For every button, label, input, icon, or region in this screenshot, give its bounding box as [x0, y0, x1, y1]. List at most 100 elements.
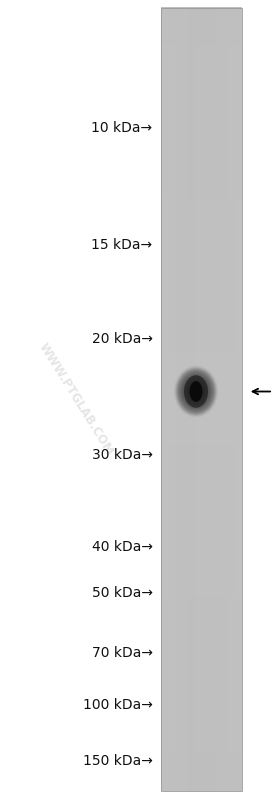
Bar — [161, 388, 242, 392]
Bar — [161, 38, 242, 42]
Ellipse shape — [193, 388, 199, 395]
Bar — [161, 357, 242, 360]
Bar — [161, 67, 242, 70]
Bar — [161, 244, 242, 248]
Bar — [161, 174, 242, 177]
Bar — [161, 193, 242, 196]
Bar — [161, 456, 242, 459]
Bar — [161, 691, 242, 694]
Bar — [161, 34, 242, 37]
Ellipse shape — [193, 388, 199, 396]
Bar — [195, 8, 196, 791]
Bar — [161, 145, 242, 149]
Bar — [161, 613, 242, 616]
Bar — [161, 498, 242, 501]
Ellipse shape — [189, 384, 203, 400]
Ellipse shape — [194, 389, 198, 394]
Bar — [235, 8, 236, 791]
Bar — [161, 532, 242, 535]
Bar — [161, 500, 242, 504]
Bar — [161, 229, 242, 233]
Bar — [161, 409, 242, 412]
Bar — [161, 70, 242, 74]
Bar — [161, 122, 242, 125]
Bar — [161, 234, 242, 237]
Bar — [161, 276, 242, 280]
Ellipse shape — [175, 366, 217, 417]
Bar — [161, 454, 242, 457]
Bar — [161, 30, 242, 34]
Bar — [161, 73, 242, 76]
Ellipse shape — [182, 375, 210, 408]
Bar — [161, 631, 242, 634]
Bar — [180, 8, 181, 791]
Bar — [177, 8, 179, 791]
Bar — [161, 667, 242, 671]
Bar — [161, 15, 242, 18]
Bar — [161, 378, 242, 381]
Bar — [161, 728, 242, 731]
Bar — [161, 730, 242, 733]
Bar — [161, 148, 242, 152]
Bar — [161, 219, 242, 222]
Bar — [161, 308, 242, 311]
Bar — [161, 628, 242, 632]
Bar — [161, 757, 242, 760]
Bar — [186, 8, 188, 791]
Ellipse shape — [185, 378, 207, 405]
Bar — [161, 566, 242, 569]
Bar — [161, 205, 242, 209]
Bar — [161, 59, 242, 63]
Ellipse shape — [187, 381, 205, 402]
Bar — [161, 610, 242, 614]
Bar — [161, 341, 242, 344]
Bar — [161, 91, 242, 94]
Bar — [161, 221, 242, 225]
Text: 15 kDa→: 15 kDa→ — [92, 238, 153, 252]
Text: WWW.PTGLAB.COM: WWW.PTGLAB.COM — [36, 341, 116, 458]
Bar — [161, 675, 242, 679]
Bar — [161, 294, 242, 298]
Bar — [161, 201, 242, 204]
Bar — [161, 365, 242, 368]
Bar — [161, 777, 242, 781]
Bar — [161, 623, 242, 626]
Bar — [161, 751, 242, 754]
Bar — [161, 516, 242, 519]
Bar — [161, 54, 242, 58]
Bar — [221, 8, 222, 791]
Bar — [161, 182, 242, 185]
Bar — [161, 621, 242, 624]
Bar — [161, 153, 242, 157]
Bar — [161, 561, 242, 564]
Bar — [225, 8, 226, 791]
Bar — [161, 49, 242, 53]
Bar — [161, 725, 242, 729]
Bar — [161, 98, 242, 102]
Bar — [161, 151, 242, 154]
Bar — [161, 508, 242, 511]
Bar — [161, 636, 242, 640]
Bar — [161, 537, 242, 540]
Bar — [178, 8, 179, 791]
Bar — [161, 26, 242, 29]
Text: 70 kDa→: 70 kDa→ — [92, 646, 153, 660]
Bar — [161, 785, 242, 789]
Bar — [161, 427, 242, 431]
Bar — [161, 85, 242, 89]
Bar — [161, 714, 242, 718]
Bar — [192, 8, 194, 791]
Bar — [161, 240, 242, 243]
Bar — [161, 741, 242, 744]
Bar — [169, 8, 171, 791]
Bar — [161, 255, 242, 259]
Bar — [205, 8, 206, 791]
Bar — [161, 550, 242, 554]
Bar — [161, 185, 242, 188]
Bar — [223, 8, 224, 791]
Bar — [161, 558, 242, 562]
Bar — [161, 289, 242, 292]
Bar — [161, 318, 242, 321]
Bar — [161, 273, 242, 276]
Bar — [161, 333, 242, 337]
